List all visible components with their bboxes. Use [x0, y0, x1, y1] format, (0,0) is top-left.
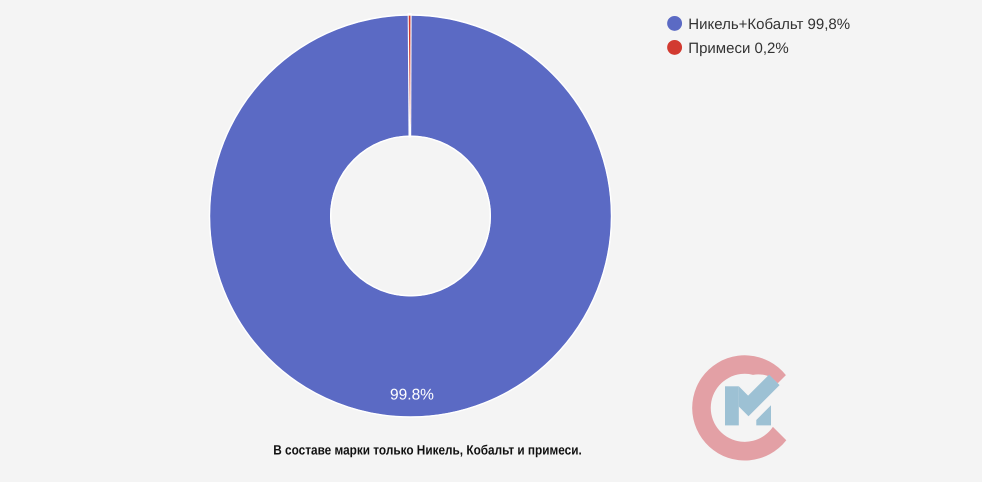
svg-text:В составе марки только Никель,: В составе марки только Никель, Кобальт и…: [273, 443, 582, 458]
svg-text:Примеси 0,2%: Примеси 0,2%: [688, 40, 788, 57]
svg-text:99.8%: 99.8%: [390, 387, 434, 404]
svg-text:Никель+Кобальт 99,8%: Никель+Кобальт 99,8%: [688, 16, 850, 33]
